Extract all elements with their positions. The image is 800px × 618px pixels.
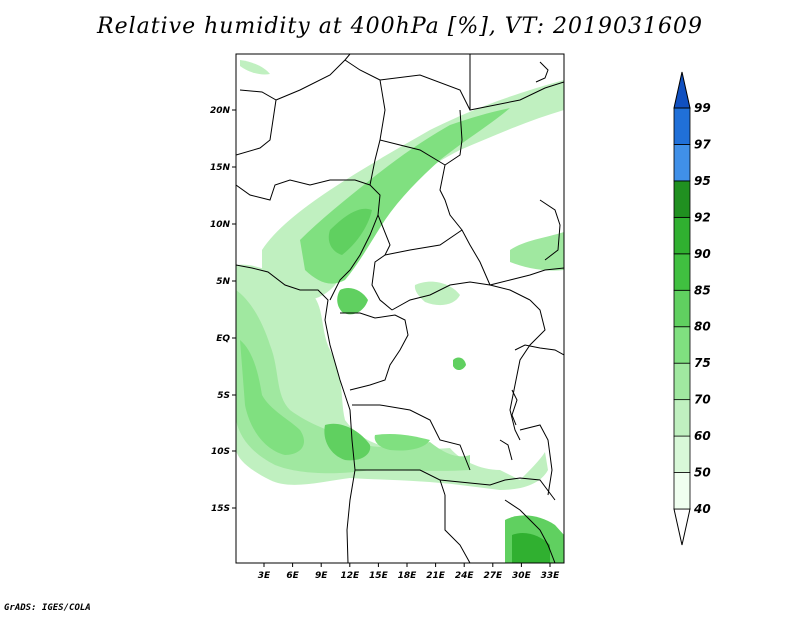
- map-frame: [235, 53, 565, 564]
- colorbar-label: 95: [694, 174, 711, 188]
- lon-tick-label: 27E: [483, 571, 503, 581]
- lon-tick-label: 33E: [541, 571, 561, 581]
- colorbar-box: [673, 326, 691, 364]
- colorbar-label: 80: [694, 320, 711, 334]
- lake-malawi: [499, 439, 513, 461]
- border-mauritania: [236, 89, 277, 156]
- border-algeria-mali: [275, 54, 351, 101]
- lat-tick-label: 5N: [216, 277, 230, 287]
- colorbar: 40 50 60 70 75 80 85 90 92 95 97 99: [673, 71, 711, 546]
- colorbar-box: [673, 216, 691, 255]
- colorbar-min-triangle: [673, 508, 691, 546]
- lon-tick-label: 18E: [398, 571, 418, 581]
- colorbar-box: [673, 472, 691, 510]
- border-egypt: [469, 54, 564, 111]
- border-tanzania: [519, 424, 553, 496]
- colorbar-box: [673, 107, 691, 145]
- lon-tick-label: 21E: [426, 571, 446, 581]
- humid-patch-drc: [453, 357, 466, 371]
- lon-tick-label: 9E: [315, 571, 328, 581]
- lake-tanganyika: [511, 389, 518, 426]
- border-car-drc: [391, 281, 531, 311]
- lat-tick-label: 10N: [210, 220, 231, 230]
- colorbar-label: 60: [694, 429, 711, 443]
- map-borders: [236, 54, 564, 563]
- colorbar-box: [673, 253, 691, 291]
- lon-tick-label: 12E: [340, 571, 360, 581]
- border-mozambique: [504, 499, 556, 563]
- lon-tick-label: 15E: [369, 571, 389, 581]
- humidity-shading: [236, 60, 564, 563]
- border-zambia: [439, 477, 556, 501]
- border-angola-drc: [352, 404, 471, 471]
- humid-zone-inner: [240, 340, 305, 455]
- border-congo: [340, 312, 409, 391]
- colorbar-label: 40: [693, 502, 711, 516]
- border-chad-north: [379, 139, 446, 166]
- lat-tick-label: 10S: [211, 447, 230, 457]
- border-angola-south: [355, 469, 446, 496]
- border-cameroon-west: [329, 184, 381, 301]
- lat-tick-label: 15S: [211, 504, 230, 514]
- lat-tick-label: 15N: [210, 163, 231, 173]
- longitude-axis: 3E 6E 9E 12E 15E 18E 21E 24E 27E 30E 33E: [258, 563, 560, 581]
- colorbar-box: [673, 180, 691, 218]
- border-uganda: [514, 344, 564, 356]
- lat-tick-label: EQ: [216, 334, 230, 344]
- coastline-sinai: [535, 61, 549, 83]
- credit-text: GrADS: IGES/COLA: [4, 603, 91, 613]
- colorbar-label: 50: [694, 466, 711, 480]
- humid-blob-gabon: [337, 288, 368, 315]
- coastline-west: [236, 264, 356, 563]
- colorbar-label: 75: [694, 356, 711, 370]
- colorbar-max-triangle: [673, 71, 691, 109]
- colorbar-box: [673, 144, 691, 182]
- chart-title: Relative humidity at 400hPa [%], VT: 201…: [97, 14, 703, 39]
- lon-tick-label: 6E: [286, 571, 299, 581]
- humid-blob-angola: [324, 423, 371, 461]
- humid-patch-sahara: [240, 60, 270, 75]
- border-niger-libya: [344, 59, 386, 186]
- colorbar-box: [673, 289, 691, 328]
- border-chad-libya: [379, 54, 471, 111]
- colorbar-label: 70: [694, 393, 711, 407]
- lon-tick-label: 3E: [258, 571, 271, 581]
- lat-tick-label: 5S: [217, 391, 230, 401]
- lat-tick-label: 20N: [210, 106, 231, 116]
- humid-zone-mozambique-core: [512, 533, 550, 563]
- border-south-sudan: [489, 267, 564, 286]
- humid-patch-ethiopia: [510, 232, 564, 271]
- humid-blob-east: [374, 433, 430, 451]
- lon-tick-label: 24E: [455, 571, 475, 581]
- humid-blob-cameroon: [328, 208, 372, 255]
- colorbar-box: [673, 435, 691, 473]
- colorbar-label: 85: [694, 283, 711, 297]
- border-niger-nigeria: [236, 179, 371, 201]
- colorbar-label: 99: [694, 101, 711, 115]
- lon-tick-label: 30E: [512, 571, 532, 581]
- humid-patch-central: [414, 281, 460, 306]
- border-ethiopia: [539, 199, 561, 261]
- border-car-chad: [384, 229, 463, 256]
- colorbar-label: 97: [694, 137, 711, 151]
- colorbar-box: [673, 399, 691, 437]
- colorbar-label: 90: [694, 247, 711, 261]
- colorbar-box: [673, 362, 691, 401]
- border-chad-sudan: [439, 109, 491, 286]
- colorbar-label: 92: [694, 210, 711, 224]
- border-cameroon-car: [371, 214, 393, 311]
- latitude-axis: 20N 15N 10N 5N EQ 5S 10S 15S: [210, 106, 236, 514]
- border-namibia: [444, 495, 471, 563]
- border-drc-east: [509, 299, 546, 441]
